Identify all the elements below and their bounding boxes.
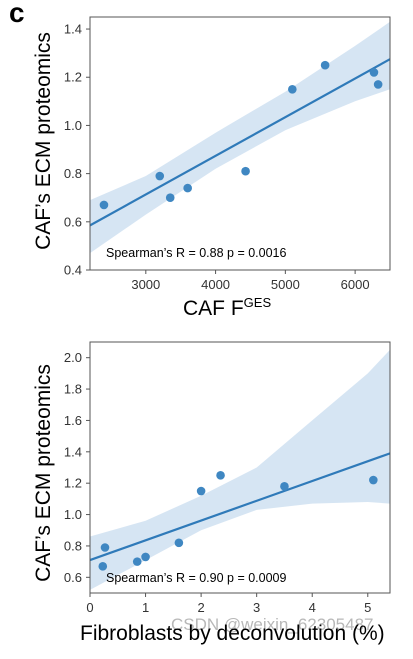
bottom-chart-x-tick-label: 0 bbox=[86, 600, 93, 615]
top-chart-y-tick-label: 1.4 bbox=[64, 22, 82, 37]
bottom-chart-point-3 bbox=[133, 557, 142, 566]
bottom-chart-y-tick-label: 1.2 bbox=[64, 476, 82, 491]
bottom-chart-y-tick-label: 1.6 bbox=[64, 413, 82, 428]
top-chart-point-8 bbox=[370, 68, 379, 77]
top-chart-point-6 bbox=[288, 85, 297, 94]
bottom-chart-x-tick-label: 3 bbox=[253, 600, 260, 615]
bottom-chart-point-6 bbox=[197, 487, 206, 496]
top-chart-point-9 bbox=[374, 80, 383, 89]
top-chart-x-tick-label: 3000 bbox=[131, 277, 160, 292]
bottom-chart-y-tick-label: 2.0 bbox=[64, 350, 82, 365]
top-chart-y-tick-label: 1.0 bbox=[64, 118, 82, 133]
top-chart-y-tick-label: 1.2 bbox=[64, 70, 82, 85]
bottom-chart-x-ticks: 0 1 2 3 4 5 bbox=[86, 593, 371, 615]
panel-letter: c bbox=[9, 0, 25, 28]
bottom-chart-point-7 bbox=[216, 471, 225, 480]
top-chart-x-axis-label: CAF FGES bbox=[183, 295, 271, 320]
top-chart-x-tick-label: 6000 bbox=[341, 277, 370, 292]
top-chart-point-4 bbox=[183, 184, 192, 193]
top-chart-point-7 bbox=[321, 61, 330, 70]
bottom-chart-point-4 bbox=[141, 553, 150, 562]
bottom-chart-x-axis-label: Fibroblasts by deconvolution (%) bbox=[80, 622, 385, 645]
bottom-chart-annotation: Spearman’s R = 0.90 p = 0.0009 bbox=[106, 571, 286, 585]
bottom-chart-point-9 bbox=[369, 476, 378, 485]
bottom-chart-regression-line bbox=[90, 453, 390, 560]
top-chart-point-3 bbox=[166, 193, 175, 202]
top-chart-y-axis-label: CAF’s ECM proteomics bbox=[32, 32, 55, 250]
bottom-chart-x-tick-label: 5 bbox=[364, 600, 371, 615]
top-chart-point-5 bbox=[241, 167, 250, 176]
bottom-chart-y-axis-label: CAF’s ECM proteomics bbox=[32, 364, 55, 582]
bottom-chart-x-tick-label: 2 bbox=[197, 600, 204, 615]
top-chart-fit-line bbox=[90, 59, 390, 225]
bottom-chart-y-tick-label: 1.4 bbox=[64, 444, 82, 459]
bottom-chart-point-1 bbox=[98, 562, 107, 571]
bottom-chart-y-tick-label: 0.6 bbox=[64, 570, 82, 585]
top-chart-confidence-band bbox=[90, 22, 390, 253]
top-chart-x-tick-label: 5000 bbox=[271, 277, 300, 292]
bottom-chart-point-2 bbox=[101, 543, 110, 552]
top-chart-x-tick-label: 4000 bbox=[201, 277, 230, 292]
top-chart-x-axis-label-superscript: GES bbox=[244, 295, 272, 310]
bottom-chart-point-5 bbox=[175, 539, 184, 548]
top-chart-ci-area bbox=[90, 22, 390, 253]
bottom-chart-x-tick-label: 1 bbox=[142, 600, 149, 615]
top-chart-x-ticks: 3000 4000 5000 6000 bbox=[131, 270, 369, 292]
bottom-chart-point-8 bbox=[280, 482, 289, 491]
top-chart-regression-line bbox=[90, 59, 390, 225]
top-chart-x-axis-label-main: CAF F bbox=[183, 297, 244, 320]
top-chart-y-ticks: 0.4 0.6 0.8 1.0 1.2 1.4 bbox=[64, 22, 90, 278]
bottom-chart-y-tick-label: 1.0 bbox=[64, 507, 82, 522]
top-chart-y-tick-label: 0.4 bbox=[64, 263, 82, 278]
bottom-chart-y-tick-label: 0.8 bbox=[64, 538, 82, 553]
top-chart-y-tick-label: 0.6 bbox=[64, 214, 82, 229]
top-chart-annotation: Spearman’s R = 0.88 p = 0.0016 bbox=[106, 246, 286, 260]
top-chart-point-2 bbox=[155, 172, 164, 181]
top-chart: 3000 4000 5000 6000 0.4 0.6 0.8 1.0 1.2 1.4 Spea… bbox=[32, 17, 390, 320]
bottom-chart: 0 1 2 3 4 5 0.6 0.8 1.0 1.2 1.4 1.6 1.8 2.0 Spearman… bbox=[32, 342, 390, 615]
bottom-chart-fit-line bbox=[90, 453, 390, 560]
bottom-chart-y-ticks: 0.6 0.8 1.0 1.2 1.4 1.6 1.8 2.0 bbox=[64, 350, 90, 585]
top-chart-point-1 bbox=[100, 201, 109, 210]
top-chart-y-tick-label: 0.8 bbox=[64, 166, 82, 181]
bottom-chart-x-tick-label: 4 bbox=[309, 600, 316, 615]
bottom-chart-y-tick-label: 1.8 bbox=[64, 382, 82, 397]
